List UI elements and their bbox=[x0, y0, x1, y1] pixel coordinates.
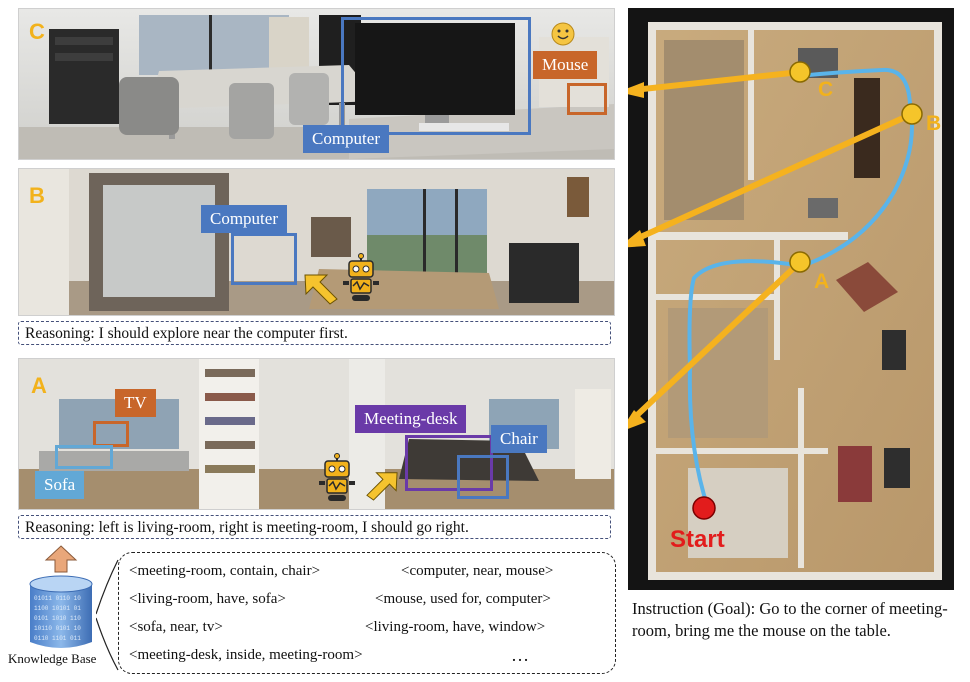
waypoint-a-label: A bbox=[814, 270, 830, 293]
meeting-desk-label: Meeting-desk bbox=[355, 405, 467, 433]
triple-item: … bbox=[511, 645, 529, 665]
panel-b-letter: B bbox=[29, 183, 45, 208]
tv-box bbox=[93, 421, 129, 447]
instruction-text: Instruction (Goal): Go to the corner of … bbox=[632, 599, 948, 640]
knowledge-triples-box: <meeting-room, contain, chair> <computer… bbox=[118, 552, 616, 674]
happy-face-icon bbox=[551, 22, 575, 46]
floor-plan-scene bbox=[628, 22, 942, 580]
tv-label: TV bbox=[115, 389, 156, 417]
triple-item: <meeting-room, contain, chair> bbox=[129, 563, 321, 579]
up-arrow-icon bbox=[44, 545, 78, 573]
mouse-label: Mouse bbox=[533, 51, 598, 79]
arrow-icon bbox=[304, 274, 338, 305]
meeting-desk-box bbox=[405, 435, 493, 491]
computer-box-b bbox=[231, 233, 297, 285]
chair-label: Chair bbox=[491, 425, 547, 453]
robot-icon bbox=[319, 453, 355, 501]
svg-text:0101 1010 110: 0101 1010 110 bbox=[34, 615, 81, 622]
database-icon: 01011 0110 10 1100 10101 01 0101 1010 11… bbox=[29, 575, 93, 648]
waypoint-c-label: C bbox=[818, 78, 834, 101]
chair-box bbox=[457, 455, 509, 499]
panel-b-view: B Computer bbox=[18, 168, 615, 316]
computer-label: Computer bbox=[303, 125, 389, 153]
kb-connector bbox=[96, 559, 119, 671]
floor-plan-map: A B C Start bbox=[628, 8, 954, 590]
triple-item: <meeting-desk, inside, meeting-room> bbox=[129, 647, 363, 663]
svg-text:01011 0110 10: 01011 0110 10 bbox=[34, 595, 81, 602]
sofa-label: Sofa bbox=[35, 471, 85, 499]
computer-label-b: Computer bbox=[201, 205, 287, 233]
panel-a-view: A TV Sofa Meeting-desk Chair bbox=[18, 358, 615, 510]
knowledge-base-label: Knowledge Base bbox=[8, 651, 97, 666]
reasoning-a-text: Reasoning: left is living-room, right is… bbox=[18, 515, 611, 539]
triple-item: <sofa, near, tv> bbox=[129, 619, 223, 635]
panel-c-view: C Computer Mouse bbox=[18, 8, 615, 160]
computer-box bbox=[341, 17, 531, 135]
svg-text:10110 0101 10: 10110 0101 10 bbox=[34, 625, 81, 632]
mouse-box bbox=[567, 83, 607, 115]
robot-icon bbox=[343, 253, 379, 301]
reasoning-b-text: Reasoning: I should explore near the com… bbox=[18, 321, 611, 345]
panel-c-letter: C bbox=[29, 19, 45, 44]
svg-text:0110 1101 011: 0110 1101 011 bbox=[34, 635, 81, 642]
triple-item: <living-room, have, window> bbox=[365, 619, 546, 635]
panel-a-letter: A bbox=[31, 373, 47, 398]
triple-item: <computer, near, mouse> bbox=[401, 563, 554, 579]
triple-item: <mouse, used for, computer> bbox=[375, 591, 551, 607]
svg-text:1100 10101 01: 1100 10101 01 bbox=[34, 605, 81, 612]
sofa-box bbox=[55, 445, 113, 469]
waypoint-b-label: B bbox=[926, 112, 942, 135]
triple-item: <living-room, have, sofa> bbox=[129, 591, 286, 607]
arrow-icon bbox=[366, 472, 398, 501]
start-label: Start bbox=[670, 526, 725, 553]
